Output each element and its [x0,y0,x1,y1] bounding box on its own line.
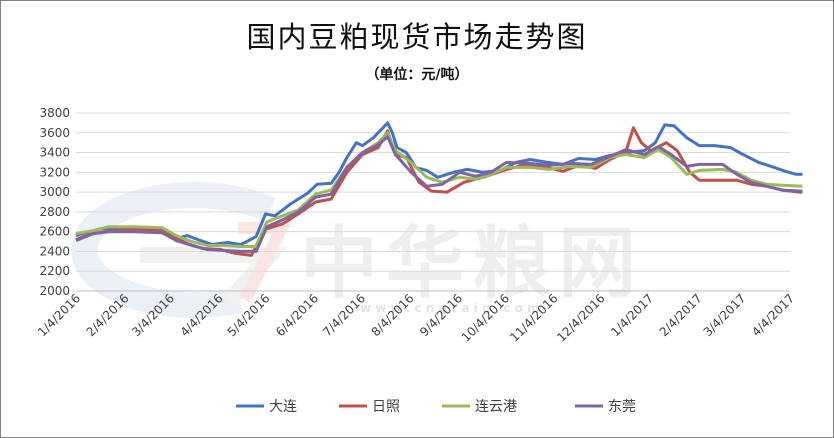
y-tick-label: 3000 [39,185,70,199]
y-tick-label: 3400 [39,146,70,160]
watermark-text: 中华粮网 [300,219,644,309]
legend-label: 日照 [372,399,400,415]
legend-item: 大连 [236,399,297,415]
legend: 大连 日照 连云港 东莞 [236,399,636,415]
chart-title: 国内豆粕现货市场走势图 [246,20,588,54]
y-tick-label: 2000 [39,284,70,298]
y-tick-label: 3600 [39,126,70,140]
y-tick-label: 3200 [39,165,70,179]
x-tick-label: 1/4/2016 [35,291,83,339]
y-axis: 2000 2200 2400 2600 2800 3000 3200 3400 3600 3800 [39,106,70,298]
x-tick-label: 4/4/2017 [749,291,797,339]
legend-label: 大连 [269,399,297,415]
series-line-2 [75,131,803,248]
watermark: 中华粮网 w w w . c n g r a i n . c o m [71,181,644,318]
legend-item: 东莞 [575,399,636,415]
y-tick-label: 3800 [39,106,70,120]
x-tick-label: 2/4/2017 [657,291,705,339]
watermark-logo [71,181,292,318]
y-tick-label: 2800 [39,205,70,219]
watermark-url: w w w . c n g r a i n . c o m [360,301,540,315]
series-line-0 [75,121,803,246]
series-line-3 [75,135,803,253]
chart-subtitle: （单位：元/吨） [365,67,469,83]
x-tick-label: 6/4/2016 [273,291,321,339]
series-lines [75,121,803,257]
legend-label: 连云港 [475,399,517,415]
y-tick-label: 2400 [39,244,70,258]
y-tick-label: 2200 [39,264,70,278]
legend-item: 日照 [339,399,400,415]
y-tick-label: 2600 [39,225,70,239]
x-tick-label: 3/4/2017 [701,291,749,339]
legend-label: 东莞 [608,399,636,415]
legend-item: 连云港 [442,399,517,415]
